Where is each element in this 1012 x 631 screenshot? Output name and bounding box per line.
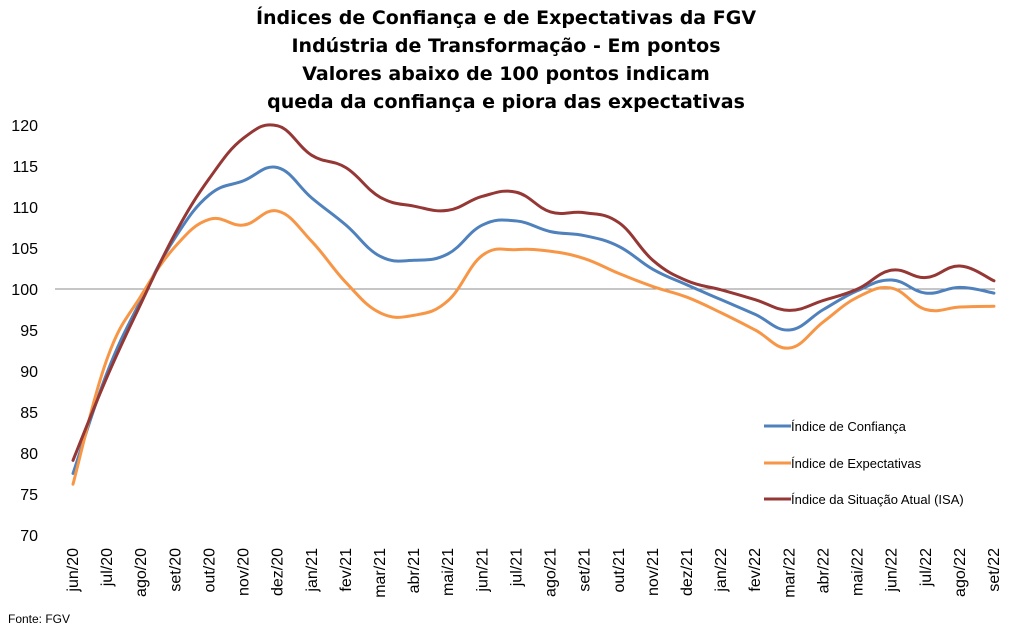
x-tick-label: set/22 xyxy=(986,548,1003,592)
x-tick-label: ago/22 xyxy=(952,548,969,597)
x-tick-label: jul/21 xyxy=(508,548,525,587)
y-axis-ticks: 70 75 80 85 90 95 100 105 110 115 120 xyxy=(11,118,38,545)
x-tick-label: mai/22 xyxy=(850,548,867,596)
y-tick-label: 80 xyxy=(20,446,38,463)
x-tick-label: jun/20 xyxy=(65,548,82,593)
y-tick-label: 90 xyxy=(20,364,38,381)
x-tick-label: mar/22 xyxy=(781,548,798,598)
x-tick-label: set/21 xyxy=(577,548,594,592)
x-tick-label: jan/22 xyxy=(713,548,730,593)
x-tick-label: jun/22 xyxy=(884,548,901,593)
chart-title-line-4: queda da confiança e piora das expectati… xyxy=(267,91,745,113)
legend-label-2: Índice de Expectativas xyxy=(791,456,922,471)
y-tick-label: 100 xyxy=(11,282,38,299)
x-tick-label: jul/22 xyxy=(918,548,935,587)
y-tick-label: 105 xyxy=(11,241,38,258)
series-line-2 xyxy=(71,209,996,486)
y-tick-label: 95 xyxy=(20,323,38,340)
series-line-3 xyxy=(71,123,996,462)
series-layer xyxy=(71,123,996,486)
x-tick-label: fev/21 xyxy=(338,548,355,592)
x-axis-ticks: jun/20 jul/20 ago/20 set/20 out/20 nov/20 dez/… xyxy=(65,548,1003,598)
x-tick-label: dez/20 xyxy=(270,548,287,596)
series-line-1 xyxy=(71,165,996,475)
source-note: Fonte: FGV xyxy=(8,612,71,626)
y-tick-label: 115 xyxy=(12,159,38,176)
x-tick-label: out/20 xyxy=(201,548,218,593)
y-tick-label: 70 xyxy=(20,528,38,545)
chart-title: Índices de Confiança e de Expectativas d… xyxy=(0,4,1012,116)
x-tick-label: mar/21 xyxy=(372,548,389,598)
x-tick-label: abr/21 xyxy=(406,548,423,593)
x-tick-label: fev/22 xyxy=(747,548,764,592)
chart-title-line-1: Índices de Confiança e de Expectativas d… xyxy=(255,7,757,29)
x-tick-label: mai/21 xyxy=(440,548,457,596)
legend-label-3: Índice da Situação Atual (ISA) xyxy=(791,492,964,507)
y-tick-label: 120 xyxy=(11,118,38,135)
legend-label-1: Índice de Confiança xyxy=(791,419,907,434)
y-tick-label: 75 xyxy=(20,487,38,504)
legend: Índice de Confiança Índice de Expectativa… xyxy=(764,419,964,507)
x-tick-label: nov/21 xyxy=(645,548,662,596)
x-tick-label: dez/21 xyxy=(679,548,696,596)
x-tick-label: jul/20 xyxy=(99,548,116,587)
chart-title-line-2: Indústria de Transformação - Em pontos xyxy=(291,35,721,57)
x-tick-label: ago/21 xyxy=(543,548,560,597)
chart-title-line-3: Valores abaixo de 100 pontos indicam xyxy=(302,63,710,85)
x-tick-label: jun/21 xyxy=(474,548,491,593)
x-tick-label: set/20 xyxy=(167,548,184,592)
x-tick-label: ago/20 xyxy=(133,548,150,597)
x-tick-label: out/21 xyxy=(611,548,628,593)
x-tick-label: nov/20 xyxy=(236,548,253,596)
y-tick-label: 85 xyxy=(20,405,38,422)
x-tick-label: jan/21 xyxy=(304,548,321,593)
x-tick-label: abr/22 xyxy=(815,548,832,593)
y-tick-label: 110 xyxy=(12,200,38,217)
